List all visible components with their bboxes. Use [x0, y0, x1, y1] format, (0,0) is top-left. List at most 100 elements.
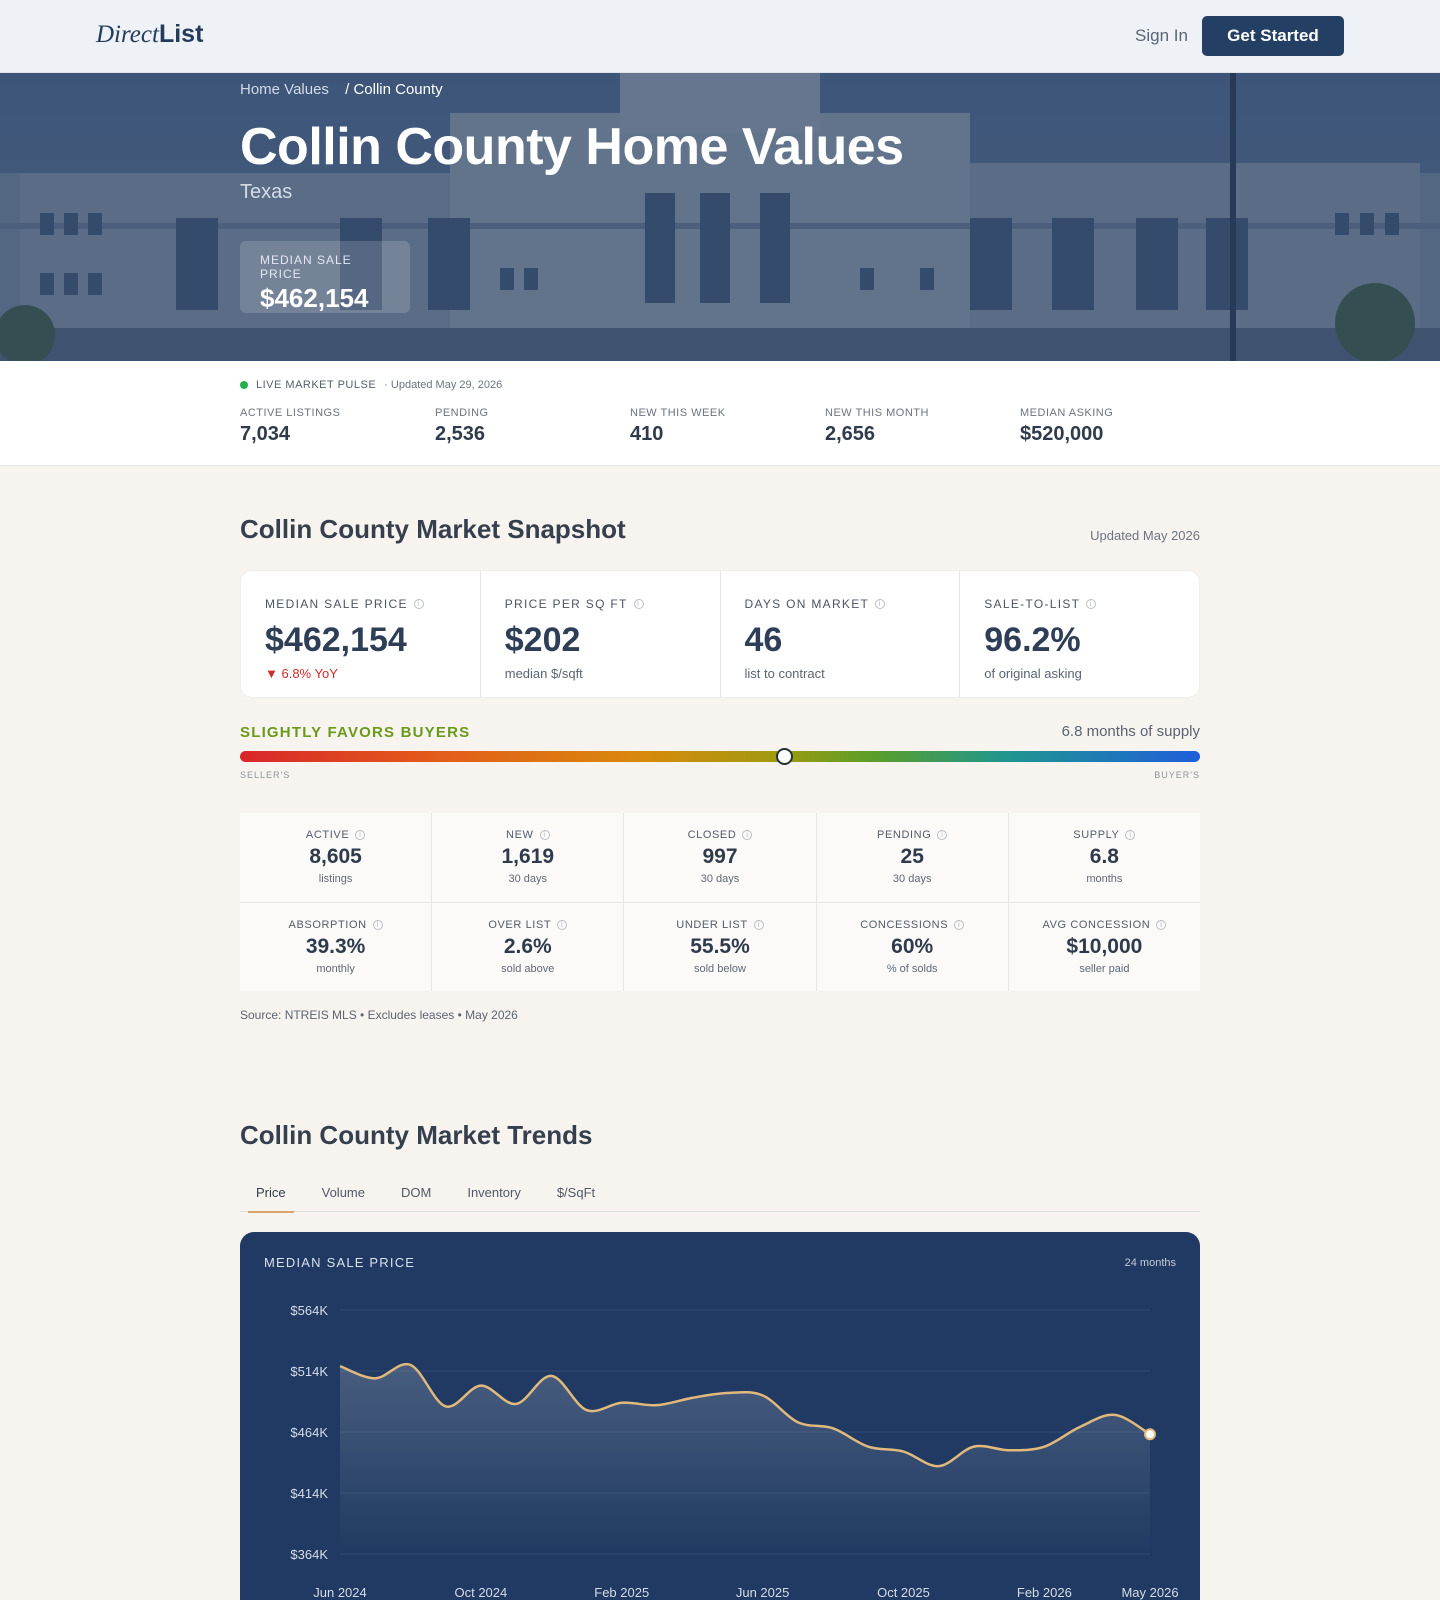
stat-sub: months	[1086, 873, 1123, 886]
stat-label: UNDER LIST	[676, 918, 748, 931]
stat-label-row: ABSORPTION i	[289, 919, 383, 931]
tab-price[interactable]: Price	[240, 1176, 302, 1213]
card-days-on-market: DAYS ON MARKET i 46 list to contract	[721, 571, 961, 697]
pulse-stat-new-week: NEW THIS WEEK 410	[630, 407, 726, 446]
tab-volume[interactable]: Volume	[321, 1185, 365, 1200]
x-tick-label: Oct 2024	[454, 1585, 507, 1600]
info-icon[interactable]: i	[954, 919, 965, 930]
stat-under-list: UNDER LIST i 55.5% sold below	[624, 902, 816, 991]
courthouse-background-image	[0, 73, 1440, 361]
card-sub: of original asking	[984, 666, 1082, 681]
hero-median-value: $462,154	[260, 283, 369, 313]
get-started-button[interactable]: Get Started	[1202, 16, 1344, 56]
stat-label-row: OVER LIST i	[488, 918, 568, 931]
stat-label: CLOSED	[687, 829, 737, 842]
info-icon[interactable]: i	[753, 919, 764, 930]
info-icon[interactable]: i	[1156, 919, 1167, 930]
pulse-stat-value: 7,034	[240, 423, 291, 445]
card-label: MEDIAN SALE PRICE	[265, 597, 408, 611]
stat-label: NEW	[506, 829, 534, 842]
data-source-note: Source: NTREIS MLS • Excludes leases • M…	[240, 1008, 518, 1022]
tab-dom[interactable]: DOM	[401, 1185, 432, 1200]
stat-sub: 30 days	[892, 873, 932, 886]
breadcrumb: Home Values / Collin County	[240, 81, 443, 98]
stat-value: 2.6%	[503, 934, 552, 958]
card-label-row: MEDIAN SALE PRICE i	[265, 597, 456, 611]
info-icon[interactable]: i	[742, 830, 753, 841]
card-label: PRICE PER SQ FT	[504, 597, 628, 611]
latest-point-marker[interactable]	[1144, 1428, 1156, 1441]
stat-value: 55.5%	[690, 934, 750, 958]
card-label-row: PRICE PER SQ FT i	[505, 597, 696, 611]
pulse-stat-label: NEW THIS WEEK	[630, 407, 726, 419]
stat-value: 60%	[891, 934, 934, 958]
pulse-updated: · Updated May 29, 2026	[384, 379, 503, 391]
logo-text-list: List	[158, 20, 204, 48]
info-icon[interactable]: i	[355, 830, 366, 841]
stat-closed: CLOSED i 997 30 days	[624, 813, 816, 902]
card-price-per-sqft: PRICE PER SQ FT i $202 median $/sqft	[481, 571, 721, 697]
logo-text-direct: Direct	[96, 21, 159, 48]
pulse-stat-median-asking: MEDIAN ASKING $520,000	[1020, 407, 1113, 446]
stat-value: 6.8	[1089, 845, 1119, 869]
info-icon[interactable]: i	[557, 919, 568, 930]
live-market-pulse: LIVE MARKET PULSE · Updated May 29, 2026…	[0, 361, 1440, 466]
breadcrumb-home-values[interactable]: Home Values	[240, 81, 329, 98]
tab-inventory[interactable]: Inventory	[467, 1185, 521, 1200]
pulse-stat-label: MEDIAN ASKING	[1020, 407, 1114, 419]
stat-label-row: UNDER LIST i	[676, 918, 764, 931]
yoy-change: ▼ 6.8% YoY	[265, 666, 338, 681]
stat-label: AVG CONCESSION	[1042, 918, 1151, 931]
stat-new: NEW i 1,619 30 days	[432, 813, 624, 902]
info-icon[interactable]: i	[937, 830, 948, 841]
market-balance-indicator	[776, 748, 794, 765]
median-sale-price-chart: MEDIAN SALE PRICE 24 months $564K $514K $4…	[240, 1232, 1200, 1600]
hero-overlay	[0, 73, 1440, 361]
stat-absorption: ABSORPTION i 39.3% monthly	[240, 902, 432, 991]
info-icon[interactable]: i	[875, 599, 886, 609]
info-icon[interactable]: i	[1086, 599, 1097, 609]
pulse-stat-label: NEW THIS MONTH	[825, 407, 929, 419]
x-tick-label: Feb 2026	[1017, 1585, 1072, 1600]
y-tick-label: $514K	[290, 1364, 328, 1379]
card-label: SALE-TO-LIST	[984, 597, 1081, 611]
stat-label-row: SUPPLY i	[1073, 829, 1136, 841]
pulse-label: LIVE MARKET PULSE	[256, 379, 377, 391]
stat-sub: % of solds	[886, 962, 938, 975]
stat-sub: monthly	[316, 962, 355, 975]
pulse-stat-pending: PENDING 2,536	[435, 407, 489, 446]
top-nav-bar: DirectList Sign In Get Started	[0, 0, 1440, 73]
info-icon[interactable]: i	[539, 830, 550, 841]
y-tick-label: $564K	[290, 1303, 328, 1318]
pulse-stat-value: 2,536	[435, 423, 486, 445]
stat-label: OVER LIST	[488, 918, 552, 931]
stat-value: $10,000	[1066, 934, 1143, 958]
directlist-logo[interactable]: DirectList	[96, 20, 203, 49]
sign-in-link[interactable]: Sign In	[1135, 26, 1188, 45]
info-icon[interactable]: i	[1125, 830, 1136, 841]
info-icon[interactable]: i	[633, 599, 644, 609]
stat-sub: 30 days	[508, 873, 548, 886]
sellers-label: SELLER'S	[240, 770, 291, 780]
stat-sub: sold above	[501, 962, 555, 975]
market-balance-gauge	[240, 751, 1200, 762]
stat-label: PENDING	[877, 829, 932, 842]
stat-sub: sold below	[694, 962, 746, 975]
stat-label: CONCESSIONS	[860, 918, 949, 931]
series-line	[339, 1362, 1151, 1468]
hero-median-price-box: MEDIAN SALE PRICE $462,154	[240, 241, 410, 313]
card-median-sale-price: MEDIAN SALE PRICE i $462,154 ▼ 6.8% YoY	[241, 571, 481, 697]
info-icon[interactable]: i	[413, 599, 424, 609]
info-icon[interactable]: i	[372, 919, 383, 930]
stat-active: ACTIVE i 8,605 listings	[240, 813, 432, 902]
stat-label-row: ACTIVE i	[306, 829, 366, 841]
x-tick-label: May 2026	[1121, 1585, 1178, 1600]
stat-label-row: CLOSED i	[688, 829, 753, 841]
stat-label-row: PENDING i	[877, 829, 948, 842]
tab-price-per-sqft[interactable]: $/SqFt	[556, 1185, 596, 1200]
card-label-row: DAYS ON MARKET i	[745, 597, 936, 611]
hero-median-label: MEDIAN SALE PRICE	[260, 253, 352, 281]
card-sale-to-list: SALE-TO-LIST i 96.2% of original asking	[960, 571, 1199, 697]
stat-concessions: CONCESSIONS i 60% % of solds	[816, 902, 1008, 991]
stat-sub: seller paid	[1079, 962, 1130, 975]
